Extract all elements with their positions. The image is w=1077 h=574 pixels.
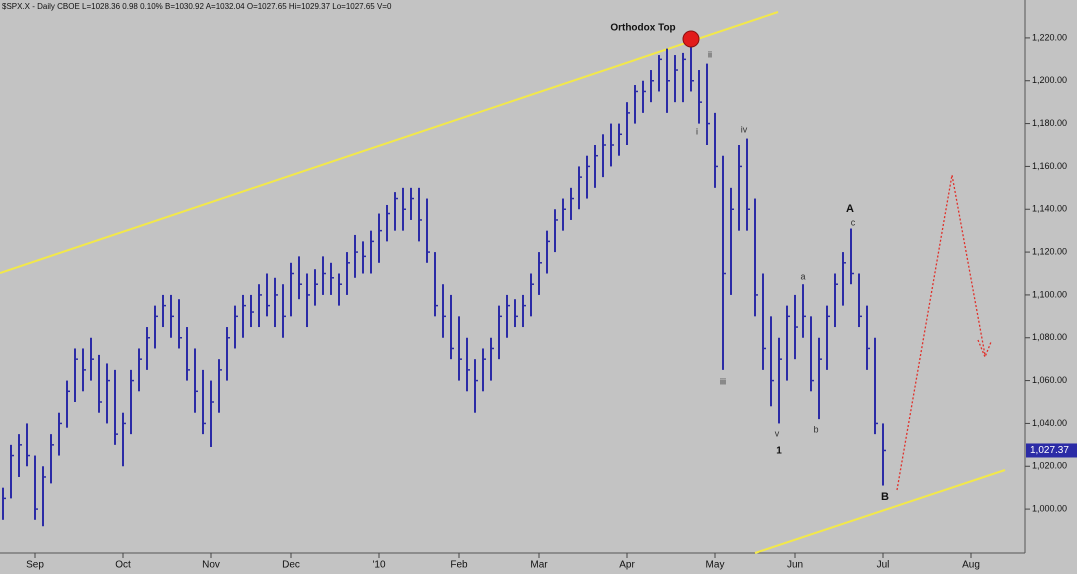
y-tick-label: 1,100.00	[1032, 289, 1067, 299]
y-tick-label: 1,220.00	[1032, 32, 1067, 42]
price-bars	[2, 40, 886, 527]
y-tick-label: 1,020.00	[1032, 461, 1067, 471]
annotation: iv	[741, 124, 748, 134]
y-tick-label: 1,080.00	[1032, 332, 1067, 342]
annotation: v	[775, 428, 780, 438]
x-tick-label: Oct	[115, 560, 131, 571]
y-tick-label: 1,200.00	[1032, 75, 1067, 85]
projection-path	[896, 174, 986, 491]
x-tick-label: Dec	[282, 560, 300, 571]
x-tick-label: Jul	[877, 560, 890, 571]
annotation: 1	[776, 446, 782, 457]
x-tick-label: Mar	[530, 560, 548, 571]
annotation: A	[846, 203, 854, 215]
x-tick-label: Apr	[619, 560, 635, 571]
top-marker	[682, 30, 700, 48]
annotation: ii	[708, 49, 712, 59]
annotation: b	[813, 424, 818, 434]
y-tick-label: 1,040.00	[1032, 418, 1067, 428]
y-tick-label: 1,120.00	[1032, 246, 1067, 256]
last-price-label: 1,027.37	[1030, 445, 1069, 456]
x-tick-label: Aug	[962, 560, 980, 571]
annotation: c	[851, 217, 856, 227]
annotation: Orthodox Top	[610, 23, 675, 34]
x-tick-label: Nov	[202, 560, 220, 571]
last-price-box	[1026, 443, 1077, 458]
upper-trendline	[0, 11, 779, 274]
y-tick-label: 1,140.00	[1032, 204, 1067, 214]
x-tick-label: Jun	[787, 560, 803, 571]
y-tick-label: 1,180.00	[1032, 118, 1067, 128]
header: $SPX.X - Daily CBOE L=1028.36 0.98 0.10%…	[2, 2, 392, 11]
projection-arrow	[977, 339, 992, 359]
annotation: iii	[720, 376, 726, 386]
annotation: B	[881, 491, 889, 503]
x-tick-label: Feb	[450, 560, 468, 571]
x-tick-label: May	[706, 560, 725, 571]
x-tick-label: Sep	[26, 560, 44, 571]
y-tick-label: 1,060.00	[1032, 375, 1067, 385]
lower-trendline	[754, 469, 1006, 554]
annotation: a	[800, 271, 805, 281]
x-tick-label: '10	[372, 560, 385, 571]
y-tick-label: 1,000.00	[1032, 503, 1067, 513]
annotation: i	[696, 126, 698, 136]
y-tick-label: 1,160.00	[1032, 161, 1067, 171]
